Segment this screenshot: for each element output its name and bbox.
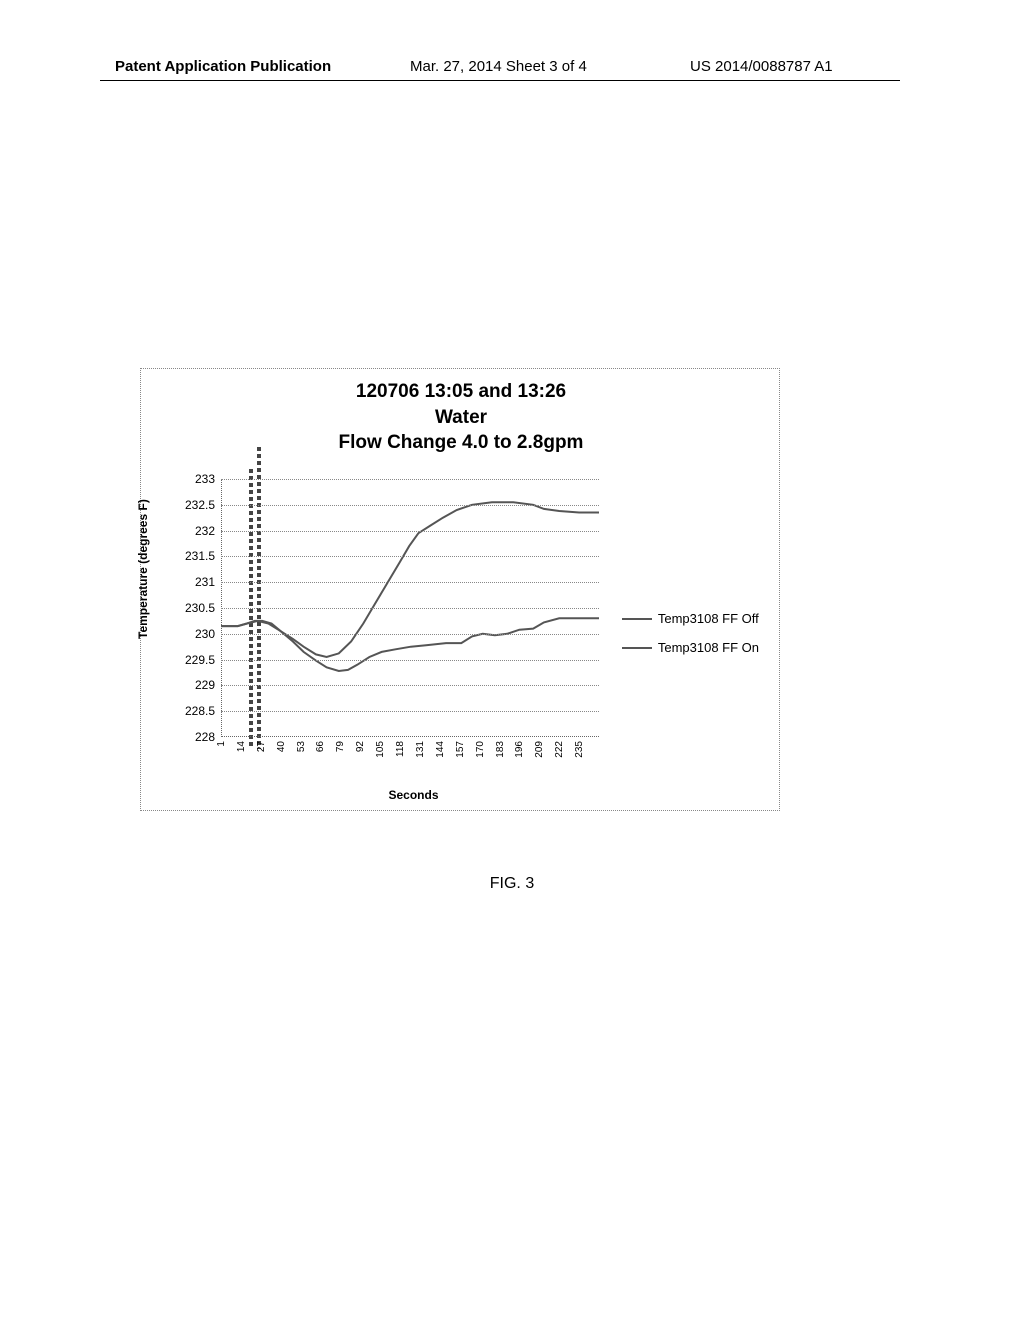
chart-container: 120706 13:05 and 13:26 Water Flow Change… bbox=[140, 368, 780, 811]
x-tick-label: 170 bbox=[475, 741, 486, 758]
legend-item-ff-off: Temp3108 FF Off bbox=[622, 611, 759, 626]
legend-swatch bbox=[622, 647, 652, 649]
x-tick-label: 157 bbox=[455, 741, 466, 758]
x-tick-label: 40 bbox=[276, 741, 287, 752]
gridline-h bbox=[221, 711, 599, 712]
x-tick-label: 14 bbox=[236, 741, 247, 752]
legend: Temp3108 FF Off Temp3108 FF On bbox=[622, 611, 759, 669]
gridline-h bbox=[221, 505, 599, 506]
y-tick-label: 228 bbox=[165, 730, 215, 744]
gridline-h bbox=[221, 556, 599, 557]
x-axis-label: Seconds bbox=[141, 788, 686, 802]
x-tick-label: 53 bbox=[296, 741, 307, 752]
legend-label: Temp3108 FF Off bbox=[658, 611, 759, 626]
series-line bbox=[221, 618, 599, 671]
y-axis-label: Temperature (degrees F) bbox=[136, 499, 150, 639]
x-tick-label: 66 bbox=[315, 741, 326, 752]
gridline-h bbox=[221, 479, 599, 480]
y-tick-label: 229 bbox=[165, 678, 215, 692]
chart-title-line2: Water bbox=[435, 407, 487, 428]
x-tick-label: 222 bbox=[554, 741, 565, 758]
header-pub-number: US 2014/0088787 A1 bbox=[690, 58, 833, 75]
header-divider bbox=[100, 80, 900, 81]
chart-title: 120706 13:05 and 13:26 Water Flow Change… bbox=[141, 379, 781, 456]
x-tick-label: 92 bbox=[355, 741, 366, 752]
figure-label: FIG. 3 bbox=[0, 875, 1024, 893]
x-tick-label: 79 bbox=[335, 741, 346, 752]
x-tick-label: 144 bbox=[435, 741, 446, 758]
y-tick-label: 231 bbox=[165, 575, 215, 589]
gridline-h bbox=[221, 634, 599, 635]
gridline-h bbox=[221, 685, 599, 686]
gridline-h bbox=[221, 582, 599, 583]
gridline-h bbox=[221, 531, 599, 532]
x-tick-label: 183 bbox=[495, 741, 506, 758]
header-publication: Patent Application Publication bbox=[115, 58, 331, 75]
x-tick-label: 131 bbox=[415, 741, 426, 758]
gridline-h bbox=[221, 608, 599, 609]
x-tick-label: 118 bbox=[395, 741, 406, 757]
plot-area: 228228.5229229.5230230.5231231.5232232.5… bbox=[221, 479, 599, 737]
x-tick-label: 235 bbox=[574, 741, 585, 758]
y-tick-label: 232.5 bbox=[165, 498, 215, 512]
chart-title-line1: 120706 13:05 and 13:26 bbox=[356, 381, 566, 402]
x-tick-label: 27 bbox=[256, 741, 267, 752]
y-tick-label: 231.5 bbox=[165, 549, 215, 563]
legend-item-ff-on: Temp3108 FF On bbox=[622, 640, 759, 655]
gridline-h bbox=[221, 660, 599, 661]
y-tick-label: 228.5 bbox=[165, 704, 215, 718]
y-tick-label: 232 bbox=[165, 524, 215, 538]
x-tick-label: 105 bbox=[375, 741, 386, 758]
chart-title-line3: Flow Change 4.0 to 2.8gpm bbox=[339, 432, 584, 453]
y-tick-label: 233 bbox=[165, 472, 215, 486]
header-date-sheet: Mar. 27, 2014 Sheet 3 of 4 bbox=[410, 58, 587, 75]
y-tick-label: 230.5 bbox=[165, 601, 215, 615]
y-tick-label: 230 bbox=[165, 627, 215, 641]
x-tick-label: 209 bbox=[534, 741, 545, 758]
x-tick-label: 1 bbox=[216, 741, 227, 747]
x-tick-label: 196 bbox=[514, 741, 525, 758]
legend-label: Temp3108 FF On bbox=[658, 640, 759, 655]
y-tick-label: 229.5 bbox=[165, 653, 215, 667]
legend-swatch bbox=[622, 618, 652, 620]
